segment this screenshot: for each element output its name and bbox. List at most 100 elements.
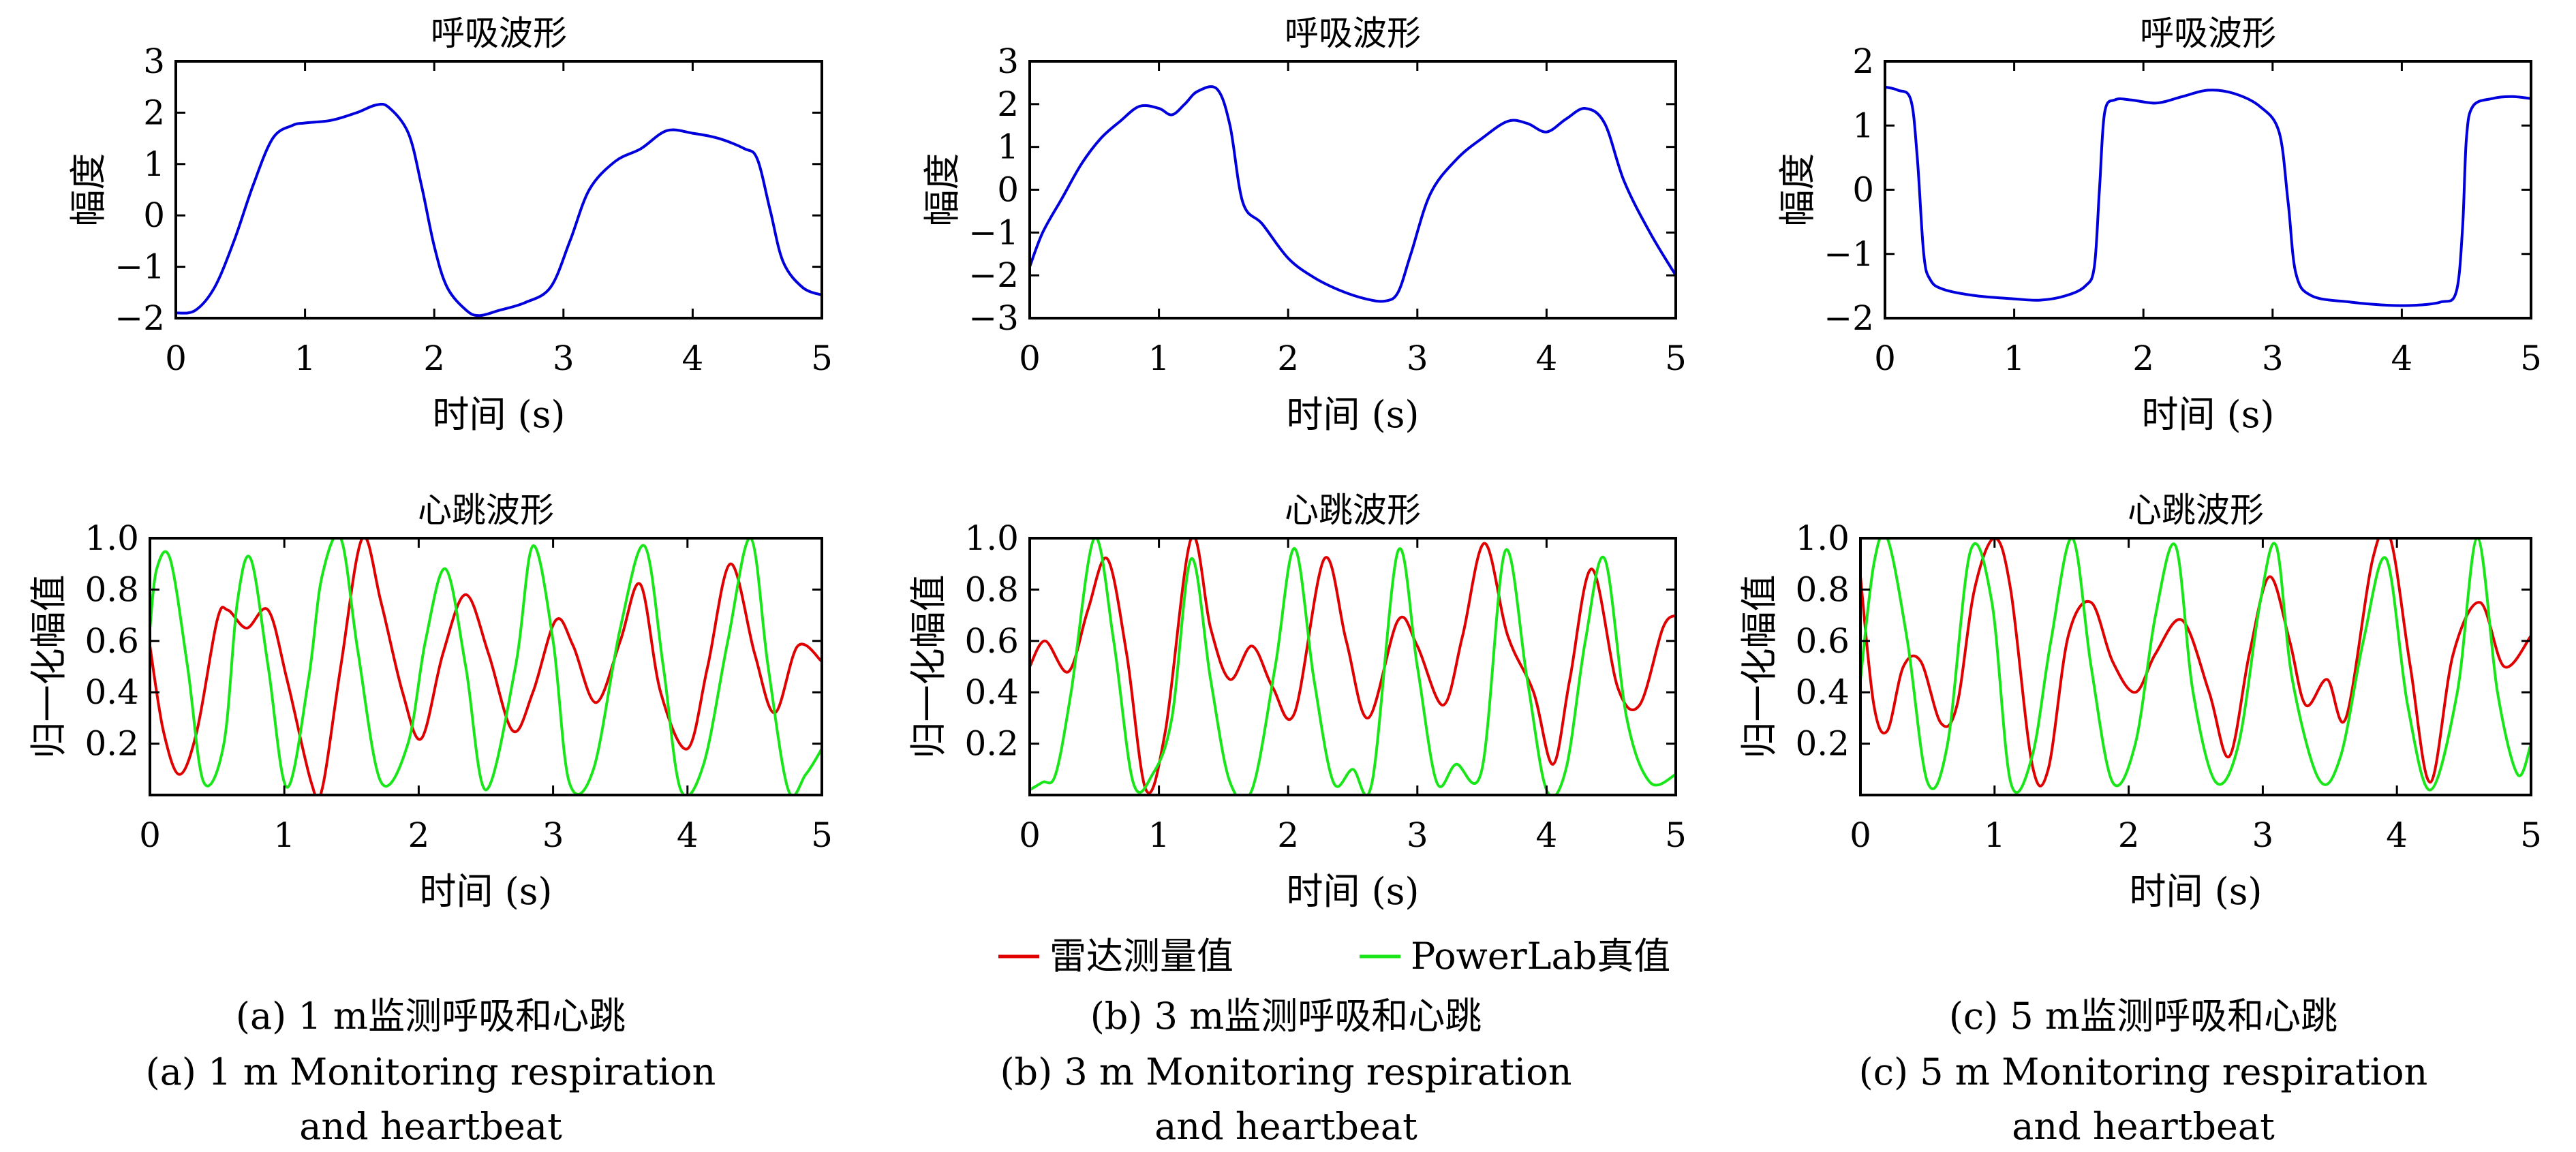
legend-powerlab-label: PowerLab真值 <box>1411 935 1670 978</box>
panel-resp-3m-xtick-label: 1 <box>1148 339 1170 378</box>
panel-resp-3m-xtick-label: 5 <box>1665 339 1687 378</box>
panel-resp-3m-xtick-label: 2 <box>1277 339 1299 378</box>
panel-resp-5m-ytick-label: 0 <box>1852 170 1874 210</box>
panel-resp-3m-respiration-series-line <box>1030 85 1676 303</box>
panel-heart-3m-ytick-label: 1.0 <box>964 518 1019 558</box>
panel-resp-5m-xtick-label: 3 <box>2262 339 2284 378</box>
panel-resp-3m-ytick-label: 3 <box>997 42 1019 81</box>
panel-heart-1m-ytick-label: 0.4 <box>85 672 139 712</box>
panel-resp-5m-ytick-label: −2 <box>1824 298 1874 338</box>
panel-heart-5m-frame <box>1859 537 2532 796</box>
panel-heart-1m-frame <box>149 537 823 796</box>
panel-heart-5m-xtick-label: 2 <box>2118 815 2140 855</box>
caption-a-en-line2: and heartbeat <box>299 1105 562 1148</box>
panel-resp-1m-xtick-label: 2 <box>423 339 445 378</box>
panel-resp-1m-xtick-label: 3 <box>553 339 574 378</box>
caption-a: (a) 1 m监测呼吸和心跳 (a) 1 m Monitoring respir… <box>146 995 716 1148</box>
panel-resp-5m-xtick-label: 0 <box>1874 339 1896 378</box>
panel-heart-3m-xlabel: 时间 (s) <box>1286 870 1419 913</box>
panel-resp-1m-ytick-label: 0 <box>143 196 165 235</box>
panel-resp-5m-ytick-label: 1 <box>1852 106 1874 145</box>
panel-resp-1m-xtick-label: 0 <box>165 339 187 378</box>
panel-heart-1m-xtick-label: 0 <box>139 815 161 855</box>
panel-resp-1m-ytick-label: 2 <box>143 93 165 132</box>
panel-resp-3m-title: 呼吸波形 <box>1285 14 1421 53</box>
panel-heart-5m-title: 心跳波形 <box>2128 491 2264 530</box>
panel-heart-3m-title: 心跳波形 <box>1285 491 1421 530</box>
panel-resp-1m-ytick-label: −2 <box>114 298 165 338</box>
panel-resp-1m-frame <box>174 60 823 320</box>
caption-c-en-line1: (c) 5 m Monitoring respiration <box>1859 1050 2428 1093</box>
caption-b-zh: (b) 3 m监测呼吸和心跳 <box>1090 995 1482 1038</box>
panel-heart-5m-xtick-label: 1 <box>1984 815 2006 855</box>
panel-heart-3m-powerlab-series-line <box>1030 538 1676 795</box>
panel-resp-3m-ylabel: 幅度 <box>921 153 964 227</box>
panel-heart-1m-xtick-label: 2 <box>408 815 429 855</box>
panel-resp-5m-frame <box>1884 60 2532 320</box>
panel-resp-3m-xtick-label: 0 <box>1019 339 1041 378</box>
panel-heart-1m-title: 心跳波形 <box>418 491 554 530</box>
panel-resp-1m-xtick-label: 4 <box>681 339 703 378</box>
panel-heart-1m-xtick-label: 4 <box>677 815 699 855</box>
panel-heart-1m-ytick-label: 0.6 <box>85 621 139 661</box>
panel-heart-1m-ytick-label: 0.2 <box>85 724 139 764</box>
panel-heart-1m-ytick-label: 0.8 <box>85 570 139 609</box>
legend: 雷达测量值 PowerLab真值 <box>998 935 1670 978</box>
panel-resp-3m-ytick-label: 2 <box>997 84 1019 124</box>
panel-heart-5m-ytick-label: 0.4 <box>1795 672 1850 712</box>
panel-resp-1m-respiration-series-line <box>176 102 822 317</box>
panel-heart-5m-ytick-label: 1.0 <box>1795 518 1850 558</box>
panel-heart-3m-ylabel: 归一化幅值 <box>907 575 950 759</box>
panel-resp-3m-ytick-label: 0 <box>997 170 1019 210</box>
panel-resp-5m-ylabel: 幅度 <box>1776 153 1819 227</box>
legend-radar-label: 雷达测量值 <box>1049 935 1233 978</box>
panel-heart-3m-xtick-label: 1 <box>1148 815 1170 855</box>
panel-resp-1m-ytick-label: 3 <box>143 42 165 81</box>
caption-c-zh: (c) 5 m监测呼吸和心跳 <box>1949 995 2337 1038</box>
panel-heart-5m-xlabel: 时间 (s) <box>2129 870 2262 913</box>
panel-resp-5m-xtick-label: 1 <box>2004 339 2025 378</box>
panel-heart-3m-ytick-label: 0.6 <box>964 621 1019 661</box>
caption-b-en-line2: and heartbeat <box>1154 1105 1417 1148</box>
panel-heart-3m-xtick-label: 3 <box>1407 815 1428 855</box>
panel-heart-1m-powerlab-series-line <box>150 538 822 795</box>
panel-heart-3m-ytick-label: 0.4 <box>964 672 1019 712</box>
panel-heart-1m-xtick-label: 3 <box>542 815 564 855</box>
panel-heart-5m-ytick-label: 0.6 <box>1795 621 1850 661</box>
panel-heart-1m-xlabel: 时间 (s) <box>419 870 552 913</box>
panel-heart-5m-radar-series-line <box>1860 538 2531 788</box>
panel-heart-3m-ytick-label: 0.8 <box>964 570 1019 609</box>
panel-heart-3m-radar-series-line <box>1030 538 1676 794</box>
caption-a-zh: (a) 1 m监测呼吸和心跳 <box>236 995 626 1038</box>
panel-heart-3m-xtick-label: 2 <box>1277 815 1299 855</box>
panel-heart-5m-xtick-label: 5 <box>2520 815 2542 855</box>
panel-heart-1m-ylabel: 归一化幅值 <box>27 575 70 759</box>
panel-heart-5m-ytick-label: 0.2 <box>1795 724 1850 764</box>
panel-heart-5m-xtick-label: 4 <box>2386 815 2408 855</box>
panel-resp-3m-ytick-label: −2 <box>968 255 1019 295</box>
panel-heart-1m-radar-series-line <box>150 538 822 795</box>
panel-resp-1m-xtick-label: 1 <box>294 339 316 378</box>
panel-heart-3m-xtick-label: 5 <box>1665 815 1687 855</box>
panel-heart-1m-xtick-label: 5 <box>811 815 833 855</box>
panel-resp-3m-xlabel: 时间 (s) <box>1286 393 1419 436</box>
panel-heart-1m-ytick-label: 1.0 <box>85 518 139 558</box>
panel-resp-5m-ytick-label: 2 <box>1852 42 1874 81</box>
panel-heart-3m-xtick-label: 4 <box>1535 815 1557 855</box>
panel-resp-3m-xtick-label: 3 <box>1407 339 1428 378</box>
caption-a-en-line1: (a) 1 m Monitoring respiration <box>146 1050 716 1093</box>
caption-c: (c) 5 m监测呼吸和心跳 (c) 5 m Monitoring respir… <box>1859 995 2428 1148</box>
panel-heart-5m-powerlab-series-line <box>1860 538 2531 794</box>
panel-resp-5m-title: 呼吸波形 <box>2140 14 2276 53</box>
panel-resp-3m-ytick-label: 1 <box>997 127 1019 167</box>
panel-resp-3m-xtick-label: 4 <box>1535 339 1557 378</box>
panel-resp-1m-ytick-label: −1 <box>114 247 165 287</box>
panel-heart-1m-xtick-label: 1 <box>273 815 295 855</box>
